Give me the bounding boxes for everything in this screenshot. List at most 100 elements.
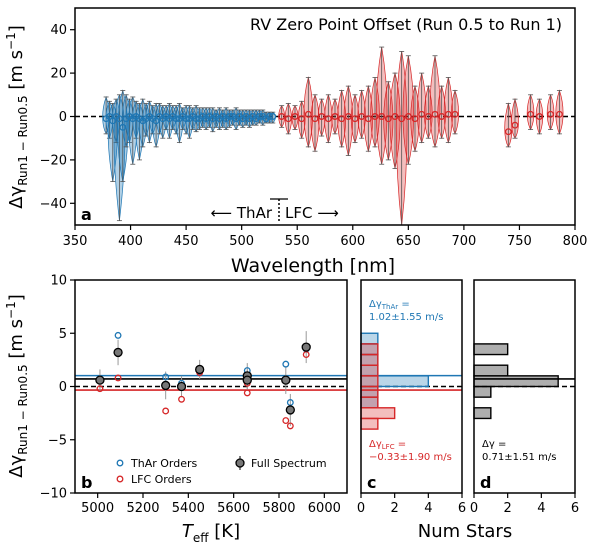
x-tick-label: 350 [63,234,88,249]
lfc-point [547,110,555,118]
y-tick-label: 0 [59,380,67,395]
thar-stat-line1: ΔγThAr = [369,299,410,311]
panel-c-label: c [367,473,376,492]
thar-point [109,117,117,125]
thar-point [182,115,190,123]
lfc-point [438,113,446,120]
legend-thar-marker [116,459,124,467]
hist-bar-lfc [360,353,379,366]
lfc-point [384,115,392,123]
lfc-point [504,128,512,136]
full-point [281,375,291,385]
x-tick-label: 700 [451,234,476,249]
thar-point [152,117,160,125]
lfc-point [298,115,306,123]
y-tick-label: 5 [59,327,67,342]
full-point [161,380,171,391]
hist-bar-full [473,364,509,377]
full-point [113,347,123,358]
lfc-point [418,110,426,118]
panel-a-marks [75,46,575,225]
panel-d-x-ticks: 0 2 4 6 [470,493,579,516]
hist-bar-full [473,385,492,398]
x-tick-label: 5200 [126,501,159,516]
lfc-point [451,110,459,118]
lfc-point [114,374,122,382]
x-tick-label: 500 [229,234,254,249]
panel-a-plot-area [75,46,575,225]
lfc-point [338,115,346,123]
x-tick-label: 4 [537,501,545,516]
y-tick-label: −10 [40,487,67,502]
panel-d-label: d [480,473,491,492]
panel-b: 5000 5200 5400 5600 5800 6000 −10 −5 0 5 10 b ThA… [4,274,348,545]
y-tick-label: −20 [40,153,67,168]
x-tick-label: 550 [285,234,310,249]
full-point [242,375,252,385]
y-tick-label: 20 [50,67,67,82]
histogram-xlabel: Num Stars [418,521,512,542]
hist-bar-full [473,343,509,356]
panel-a-ylabel: ΔγRun1 − Run0.5 [m s−1] [4,25,30,209]
x-tick-label: 6000 [308,501,341,516]
x-tick-label: 5800 [262,501,295,516]
panel-b-plot-area [75,331,347,430]
panel-d-plot-area [473,343,575,420]
lfc-point [278,113,286,120]
hist-bar-lfc [360,407,396,420]
x-tick-label: 450 [174,234,199,249]
thar-point [105,113,113,120]
lfc-point [404,113,412,120]
thar-point [282,360,290,368]
thar-point [269,113,277,120]
panel-d: 0 2 4 6 Δγ = 0.71±1.51 m/s d [470,279,579,516]
hist-bar-full [473,375,559,388]
lfc-point [424,113,432,120]
thar-point [162,373,170,381]
x-tick-label: 5600 [217,501,250,516]
panel-b-y-ticks: −10 −5 0 5 10 [40,274,75,502]
hist-bar-lfc [360,396,379,409]
lfc-point [378,113,386,120]
thar-point [115,115,123,123]
panel-a-x-ticks: 350 400 450 500 550 600 650 700 750 800 [63,225,587,249]
panel-a-label: a [81,205,92,224]
thar-annotation: ⟵ ThAr [211,204,273,222]
lfc-point [96,385,104,393]
lfc-point [555,110,563,118]
panel-b-x-ticks: 5000 5200 5400 5600 5800 6000 [81,493,341,516]
lfc-point [178,395,185,403]
panel-c-plot-area [360,332,462,430]
lfc-stat-line2: −0.33±1.90 m/s [369,452,452,463]
x-tick-label: 2 [504,501,512,516]
panel-a-title: RV Zero Point Offset (Run 0.5 to Run 1) [250,15,562,34]
lfc-point [284,115,292,123]
full-point [285,405,295,415]
thar-stat-line2: 1.02±1.55 m/s [369,312,443,323]
x-tick-label: 0 [357,501,365,516]
lfc-point [391,113,399,120]
full-stat-line1: Δγ = [482,439,506,450]
hist-bar-lfc [360,417,379,430]
full-point [95,375,105,385]
lfc-point [282,417,290,425]
thar-point [255,113,263,120]
full-point [301,342,311,352]
x-tick-label: 4 [424,501,432,516]
lfc-point [302,351,310,358]
legend-full-marker [235,458,245,468]
thar-point [225,113,233,120]
x-tick-label: 2 [391,501,399,516]
panel-a: 350 400 450 500 550 600 650 700 750 800 −40 −20 0 20… [4,7,587,277]
full-stat-line2: 0.71±1.51 m/s [482,452,556,463]
thar-point [192,115,200,123]
hist-bar-lfc [360,375,379,388]
lfc-point [286,422,294,430]
x-tick-label: 6 [571,501,579,516]
lfc-point [398,115,406,123]
legend-lfc-label: LFC Orders [131,473,192,486]
lfc-point [351,115,359,123]
lfc-point [318,113,326,120]
lfc-point [371,113,379,120]
